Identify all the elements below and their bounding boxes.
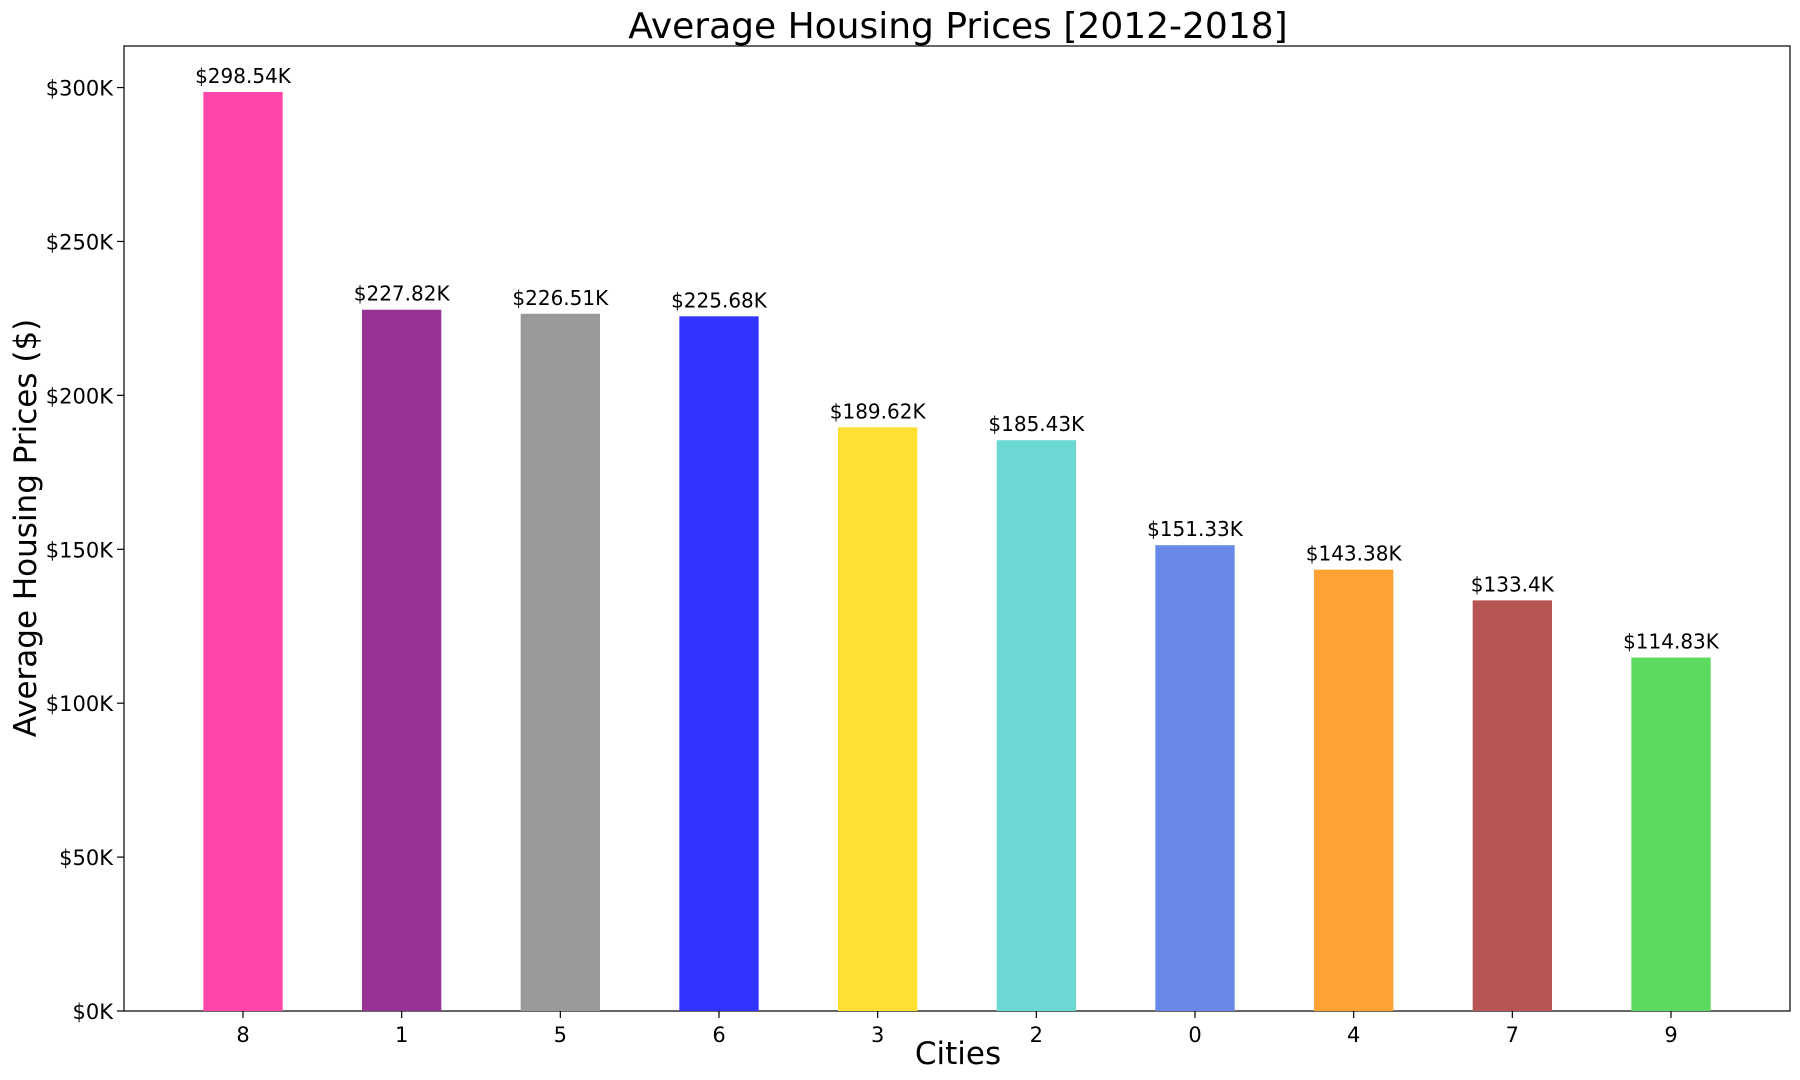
- data-label: $143.38K: [1306, 542, 1403, 566]
- x-tick-label: 5: [554, 1023, 567, 1047]
- data-label: $151.33K: [1147, 517, 1244, 541]
- chart-title: Average Housing Prices [2012-2018]: [628, 6, 1287, 47]
- x-tick-label: 7: [1506, 1023, 1519, 1047]
- data-label: $114.83K: [1623, 630, 1720, 654]
- y-tick-label: $250K: [46, 230, 114, 254]
- x-tick-label: 8: [236, 1023, 249, 1047]
- x-axis-label: Cities: [915, 1036, 1001, 1072]
- x-tick-label: 0: [1188, 1023, 1201, 1047]
- x-tick-label: 3: [871, 1023, 884, 1047]
- y-tick-label: $50K: [59, 846, 114, 870]
- data-label: $225.68K: [671, 288, 768, 312]
- data-label: $298.54K: [195, 64, 292, 88]
- y-tick-label: $150K: [46, 538, 114, 562]
- x-tick-label: 2: [1030, 1023, 1043, 1047]
- plot-frame: [123, 45, 1791, 1012]
- bar-city-9: [1631, 657, 1711, 1011]
- data-label: $226.51K: [512, 286, 609, 310]
- y-tick-label: $0K: [73, 1000, 115, 1024]
- bar-city-7: [1472, 600, 1552, 1011]
- plot-area: $0K $50K $100K $150K $200K $250K $300K $298.54K…: [46, 45, 1791, 1047]
- bar-city-0: [1155, 545, 1235, 1011]
- x-tick-label: 4: [1347, 1023, 1360, 1047]
- bar-city-8: [203, 92, 283, 1011]
- bar-city-2: [996, 440, 1076, 1012]
- bar-city-1: [362, 309, 442, 1012]
- data-label: $227.82K: [354, 282, 451, 306]
- bar-city-3: [838, 427, 918, 1012]
- data-label: $133.4K: [1471, 572, 1555, 596]
- x-tick-label: 1: [395, 1023, 408, 1047]
- y-tick-label: $100K: [46, 692, 114, 716]
- y-axis-label: Average Housing Prices ($): [8, 319, 44, 738]
- y-tick-label: $300K: [46, 77, 114, 101]
- bar-city-6: [679, 316, 759, 1011]
- bar-city-5: [520, 313, 600, 1011]
- bar-city-4: [1314, 569, 1394, 1011]
- y-tick-label: $200K: [46, 384, 114, 408]
- data-label: $189.62K: [830, 399, 927, 423]
- data-label: $185.43K: [988, 412, 1085, 436]
- x-tick-label: 6: [712, 1023, 725, 1047]
- x-tick-label: 9: [1664, 1023, 1677, 1047]
